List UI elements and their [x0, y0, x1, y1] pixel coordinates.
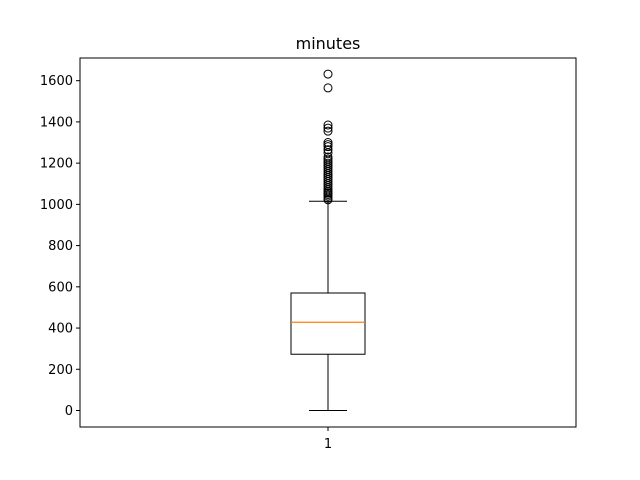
y-tick-label: 400	[48, 322, 73, 337]
x-tick-label: 1	[324, 437, 332, 452]
y-tick-label: 1000	[40, 198, 73, 213]
iqr-box	[290, 292, 366, 355]
y-axis: 0 200 400 600 800 1000 1200 1400 1600	[40, 74, 80, 419]
outlier-point	[323, 145, 333, 155]
x-axis: 1	[324, 427, 332, 452]
outlier-point	[323, 152, 333, 162]
outlier-point	[323, 120, 333, 130]
y-tick-label: 1600	[40, 74, 73, 89]
y-tick-label: 1400	[40, 115, 73, 130]
y-tick-label: 600	[48, 280, 73, 295]
y-tick-label: 800	[48, 239, 73, 254]
outlier-point	[323, 69, 333, 79]
y-tick-label: 200	[48, 363, 73, 378]
y-tick-label: 1200	[40, 157, 73, 172]
y-tick-label: 0	[65, 404, 73, 419]
outlier-point	[323, 126, 333, 136]
axes-frame	[79, 57, 577, 428]
outlier-point	[323, 83, 333, 93]
outlier-point	[323, 123, 333, 133]
chart-title: minutes	[296, 34, 361, 53]
plot-area	[290, 69, 366, 412]
outlier-point	[323, 138, 333, 148]
